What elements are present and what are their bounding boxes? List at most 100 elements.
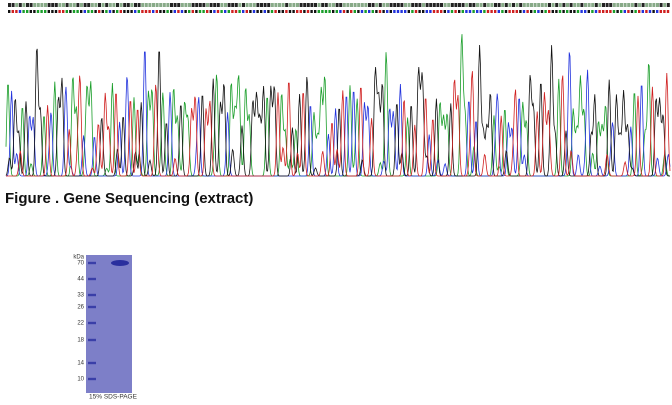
base-call [62, 10, 65, 13]
quality-block [483, 3, 487, 7]
quality-block [573, 3, 577, 7]
chromatogram [5, 3, 671, 177]
quality-block [242, 3, 245, 7]
quality-block [270, 3, 274, 7]
quality-block [555, 3, 559, 7]
base-call [616, 10, 619, 13]
quality-block [486, 3, 490, 7]
quality-block [526, 3, 530, 7]
quality-block [62, 3, 65, 7]
base-call [130, 10, 133, 13]
quality-block [134, 3, 137, 7]
base-call [116, 10, 119, 13]
quality-block [382, 3, 386, 7]
quality-block [8, 3, 11, 7]
quality-block [29, 3, 33, 7]
quality-block [188, 3, 191, 7]
quality-block [648, 3, 652, 7]
quality-block [584, 3, 587, 7]
quality-block [404, 3, 407, 7]
quality-block [393, 3, 397, 7]
base-call [141, 10, 144, 13]
marker-band [88, 293, 96, 297]
base-call [368, 10, 371, 13]
quality-block [418, 3, 422, 7]
quality-block [36, 3, 40, 7]
quality-block [180, 3, 184, 7]
quality-block [623, 3, 627, 7]
quality-block [350, 3, 353, 7]
base-call [504, 10, 508, 13]
base-call [317, 10, 320, 13]
base-call [36, 10, 40, 13]
base-call [494, 10, 497, 13]
base-call [47, 10, 50, 13]
quality-block [432, 3, 436, 7]
base-call [44, 10, 47, 13]
quality-block [501, 3, 505, 7]
base-call [468, 10, 472, 13]
base-call [472, 10, 475, 13]
base-call [137, 10, 140, 13]
base-call [72, 10, 76, 13]
quality-block [288, 3, 292, 7]
quality-block [137, 3, 141, 7]
marker-ladder: 70 44 33 26 22 18 14 10 [77, 261, 96, 383]
quality-block [634, 3, 638, 7]
base-call [242, 10, 245, 13]
base-call [566, 10, 569, 13]
quality-block [80, 3, 83, 7]
base-call [98, 10, 101, 13]
marker-label: 22 [77, 321, 84, 327]
base-call [332, 10, 335, 13]
quality-block [87, 3, 91, 7]
base-call [598, 10, 601, 13]
base-call [537, 10, 540, 13]
quality-block [605, 3, 609, 7]
quality-block [641, 3, 645, 7]
quality-block [479, 3, 483, 7]
quality-block [389, 3, 393, 7]
base-call [450, 10, 454, 13]
quality-block [663, 3, 667, 7]
quality-block [594, 3, 598, 7]
quality-block [162, 3, 166, 7]
base-call [252, 10, 256, 13]
quality-block [144, 3, 148, 7]
base-call [483, 10, 486, 13]
base-call [659, 10, 662, 13]
quality-block [314, 3, 317, 7]
marker-band [88, 338, 96, 342]
quality-block [368, 3, 371, 7]
quality-block [72, 3, 76, 7]
quality-block [40, 3, 44, 7]
base-call [299, 10, 302, 13]
base-call [648, 10, 652, 13]
base-call [256, 10, 259, 13]
quality-block [191, 3, 195, 7]
base-call [641, 10, 644, 13]
base-call [112, 10, 115, 13]
quality-block [285, 3, 289, 7]
marker-band [88, 277, 96, 281]
base-call [436, 10, 439, 13]
base-call [65, 10, 68, 13]
base-call [558, 10, 562, 13]
quality-block [436, 3, 440, 7]
quality-block [299, 3, 303, 7]
quality-block [18, 3, 22, 7]
quality-block [375, 3, 379, 7]
quality-block [281, 3, 285, 7]
base-call [400, 10, 403, 13]
base-call [245, 10, 248, 13]
base-call [620, 10, 623, 13]
quality-block [440, 3, 443, 7]
quality-block [51, 3, 55, 7]
figure-caption: Figure . Gene Sequencing (extract) [5, 190, 253, 207]
base-call [292, 10, 295, 13]
base-call [195, 10, 198, 13]
base-call [591, 10, 594, 13]
base-call [407, 10, 410, 13]
base-call [159, 10, 162, 13]
quality-block [504, 3, 508, 7]
